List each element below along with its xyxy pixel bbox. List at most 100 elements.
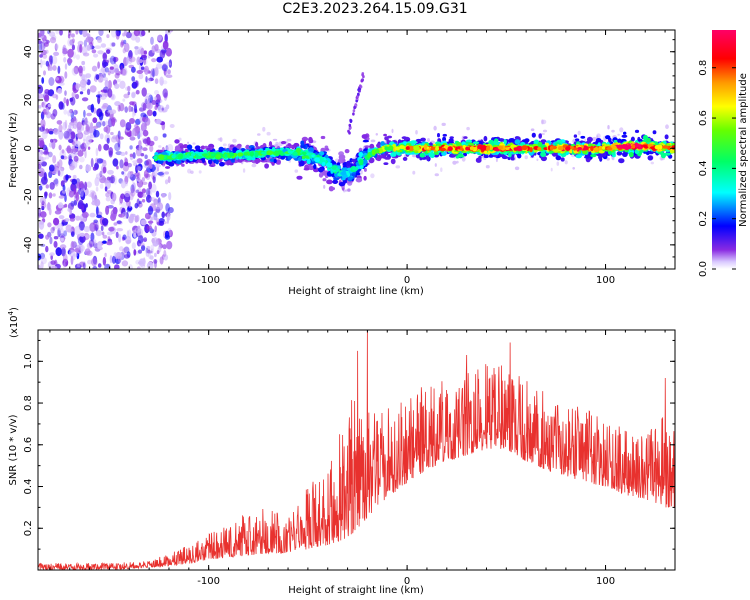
spectrogram-noise-cell	[168, 192, 172, 201]
spectrogram-noise-cell	[49, 31, 56, 37]
spectrogram-ridge-cell	[237, 152, 243, 157]
spectrogram-noise-cell	[109, 255, 113, 264]
spectrogram-ridge-cell	[437, 133, 440, 138]
spectrogram-noise-cell	[107, 57, 114, 63]
spectrogram-heatmap	[38, 30, 675, 269]
spectrogram-noise-cell	[85, 203, 88, 208]
spectrogram-noise-cell	[136, 158, 143, 164]
spectrogram-noise-cell	[42, 151, 50, 155]
spectrogram-noise-cell	[109, 55, 116, 65]
spectrogram-noise-cell	[54, 178, 59, 185]
spectrogram-noise-cell	[98, 111, 104, 121]
spectrogram-noise-cell	[89, 222, 97, 232]
spectrogram-ridge-cell	[462, 145, 466, 149]
spectrogram-noise-cell	[140, 122, 147, 132]
spectrogram-noise-cell	[119, 159, 124, 169]
spectrogram-ridge-cell	[647, 155, 654, 161]
spectrogram-noise-cell	[90, 257, 98, 267]
spectrogram-noise-cell	[49, 164, 55, 172]
spectrogram-noise-cell	[70, 231, 75, 238]
spectrogram-noise-cell	[118, 213, 125, 218]
spectrogram-noise-cell	[128, 56, 136, 63]
spectrogram-noise-cell	[43, 100, 47, 107]
spectrogram-noise-cell	[123, 39, 127, 45]
spectrogram-noise-cell	[100, 93, 107, 100]
spectrogram-ridge-cell	[332, 179, 339, 184]
spectrogram-noise-cell	[166, 240, 173, 250]
spectrogram-ridge-cell	[347, 188, 351, 192]
spectrogram-noise-cell	[65, 224, 73, 233]
spectrogram-noise-cell	[97, 263, 102, 268]
spectrogram-noise-cell	[52, 155, 57, 164]
spectrogram-noise-cell	[90, 103, 95, 113]
spectrogram-noise-cell	[57, 222, 63, 231]
spectrogram-noise-cell	[45, 106, 49, 116]
spectrogram-halo-cell	[542, 129, 548, 133]
colorbar-label: Normalized spectral amplitude	[738, 73, 749, 227]
spectrogram-noise-cell	[145, 188, 151, 196]
spectrogram-noise-cell	[38, 163, 42, 170]
spectrogram-noise-cell	[101, 231, 105, 236]
spectrogram-ridge-cell	[529, 147, 533, 153]
spectrogram-ridge-cell	[439, 147, 446, 152]
spectrogram-ridge-cell	[348, 123, 352, 127]
spectrogram-noise-cell	[41, 130, 48, 140]
spectrogram-noise-cell	[75, 30, 79, 35]
spectrogram-noise-cell	[111, 117, 116, 127]
spectrogram-noise-cell	[38, 233, 44, 239]
spectrogram-noise-cell	[56, 161, 60, 169]
spectrogram-ridge-cell	[249, 151, 254, 157]
spectrogram-noise-cell	[40, 261, 44, 269]
spectrogram-noise-cell	[146, 245, 151, 250]
spectrogram-ridge-cell	[321, 170, 328, 176]
spectrogram-noise-cell	[116, 228, 124, 232]
spectrogram-noise-cell	[156, 56, 163, 63]
spectrogram-noise-cell	[118, 103, 125, 112]
spectrogram-noise-cell	[141, 188, 146, 194]
spectrogram-noise-cell	[167, 69, 171, 75]
spectrogram-noise-cell	[58, 130, 64, 140]
spectrogram-noise-cell	[76, 131, 84, 140]
spectrogram-noise-cell	[68, 124, 72, 129]
spectrogram-noise-cell	[58, 101, 64, 110]
spectrogram-noise-cell	[40, 243, 46, 247]
spectrogram-ridge-cell	[668, 154, 673, 159]
spectrogram-noise-cell	[57, 167, 64, 177]
spectrogram-noise-cell	[127, 85, 131, 92]
spectrogram-halo-cell	[272, 138, 278, 141]
spectrogram-halo-cell	[524, 155, 528, 160]
spectrogram-noise-cell	[40, 49, 47, 56]
spectrogram-ridge-cell	[435, 146, 440, 151]
spectrogram-noise-cell	[55, 94, 59, 100]
spectrogram-halo-cell	[617, 133, 620, 136]
spectrogram-ridge-cell	[359, 84, 362, 88]
spectrogram-ridge-cell	[537, 141, 543, 148]
spectrogram-ridge-cell	[449, 136, 454, 139]
spectrogram-ridge-cell	[586, 136, 593, 143]
spectrogram-halo-cell	[596, 133, 601, 139]
spectrogram-noise-cell	[145, 76, 148, 83]
spectrogram-noise-cell	[100, 43, 107, 48]
spectrogram-ridge-cell	[153, 156, 158, 160]
spectrogram-noise-cell	[132, 182, 136, 192]
spectrogram-noise-cell	[155, 93, 161, 103]
spectrogram-noise-cell	[151, 183, 157, 193]
spectrogram-noise-cell	[146, 102, 153, 110]
spectrogram-noise-cell	[38, 167, 45, 177]
spectrogram-y-tick-label: 40	[23, 45, 34, 58]
spectrogram-noise-cell	[92, 266, 98, 269]
spectrogram-noise-cell	[57, 202, 64, 209]
spectrogram-noise-cell	[102, 256, 107, 266]
spectrogram-halo-cell	[266, 131, 271, 136]
spectrogram-ridge-cell	[621, 134, 628, 138]
spectrogram-ridge-cell	[442, 136, 447, 142]
spectrogram-noise-cell	[93, 128, 97, 138]
spectrogram-ridge-cell	[540, 155, 548, 162]
spectrogram-noise-cell	[45, 49, 49, 54]
spectrogram-halo-cell	[391, 128, 394, 134]
spectrogram-ridge-cell	[560, 157, 565, 162]
spectrogram-noise-cell	[121, 211, 128, 219]
spectrogram-noise-cell	[69, 208, 72, 215]
spectrogram-noise-cell	[52, 109, 58, 117]
spectrogram-noise-cell	[142, 102, 147, 111]
